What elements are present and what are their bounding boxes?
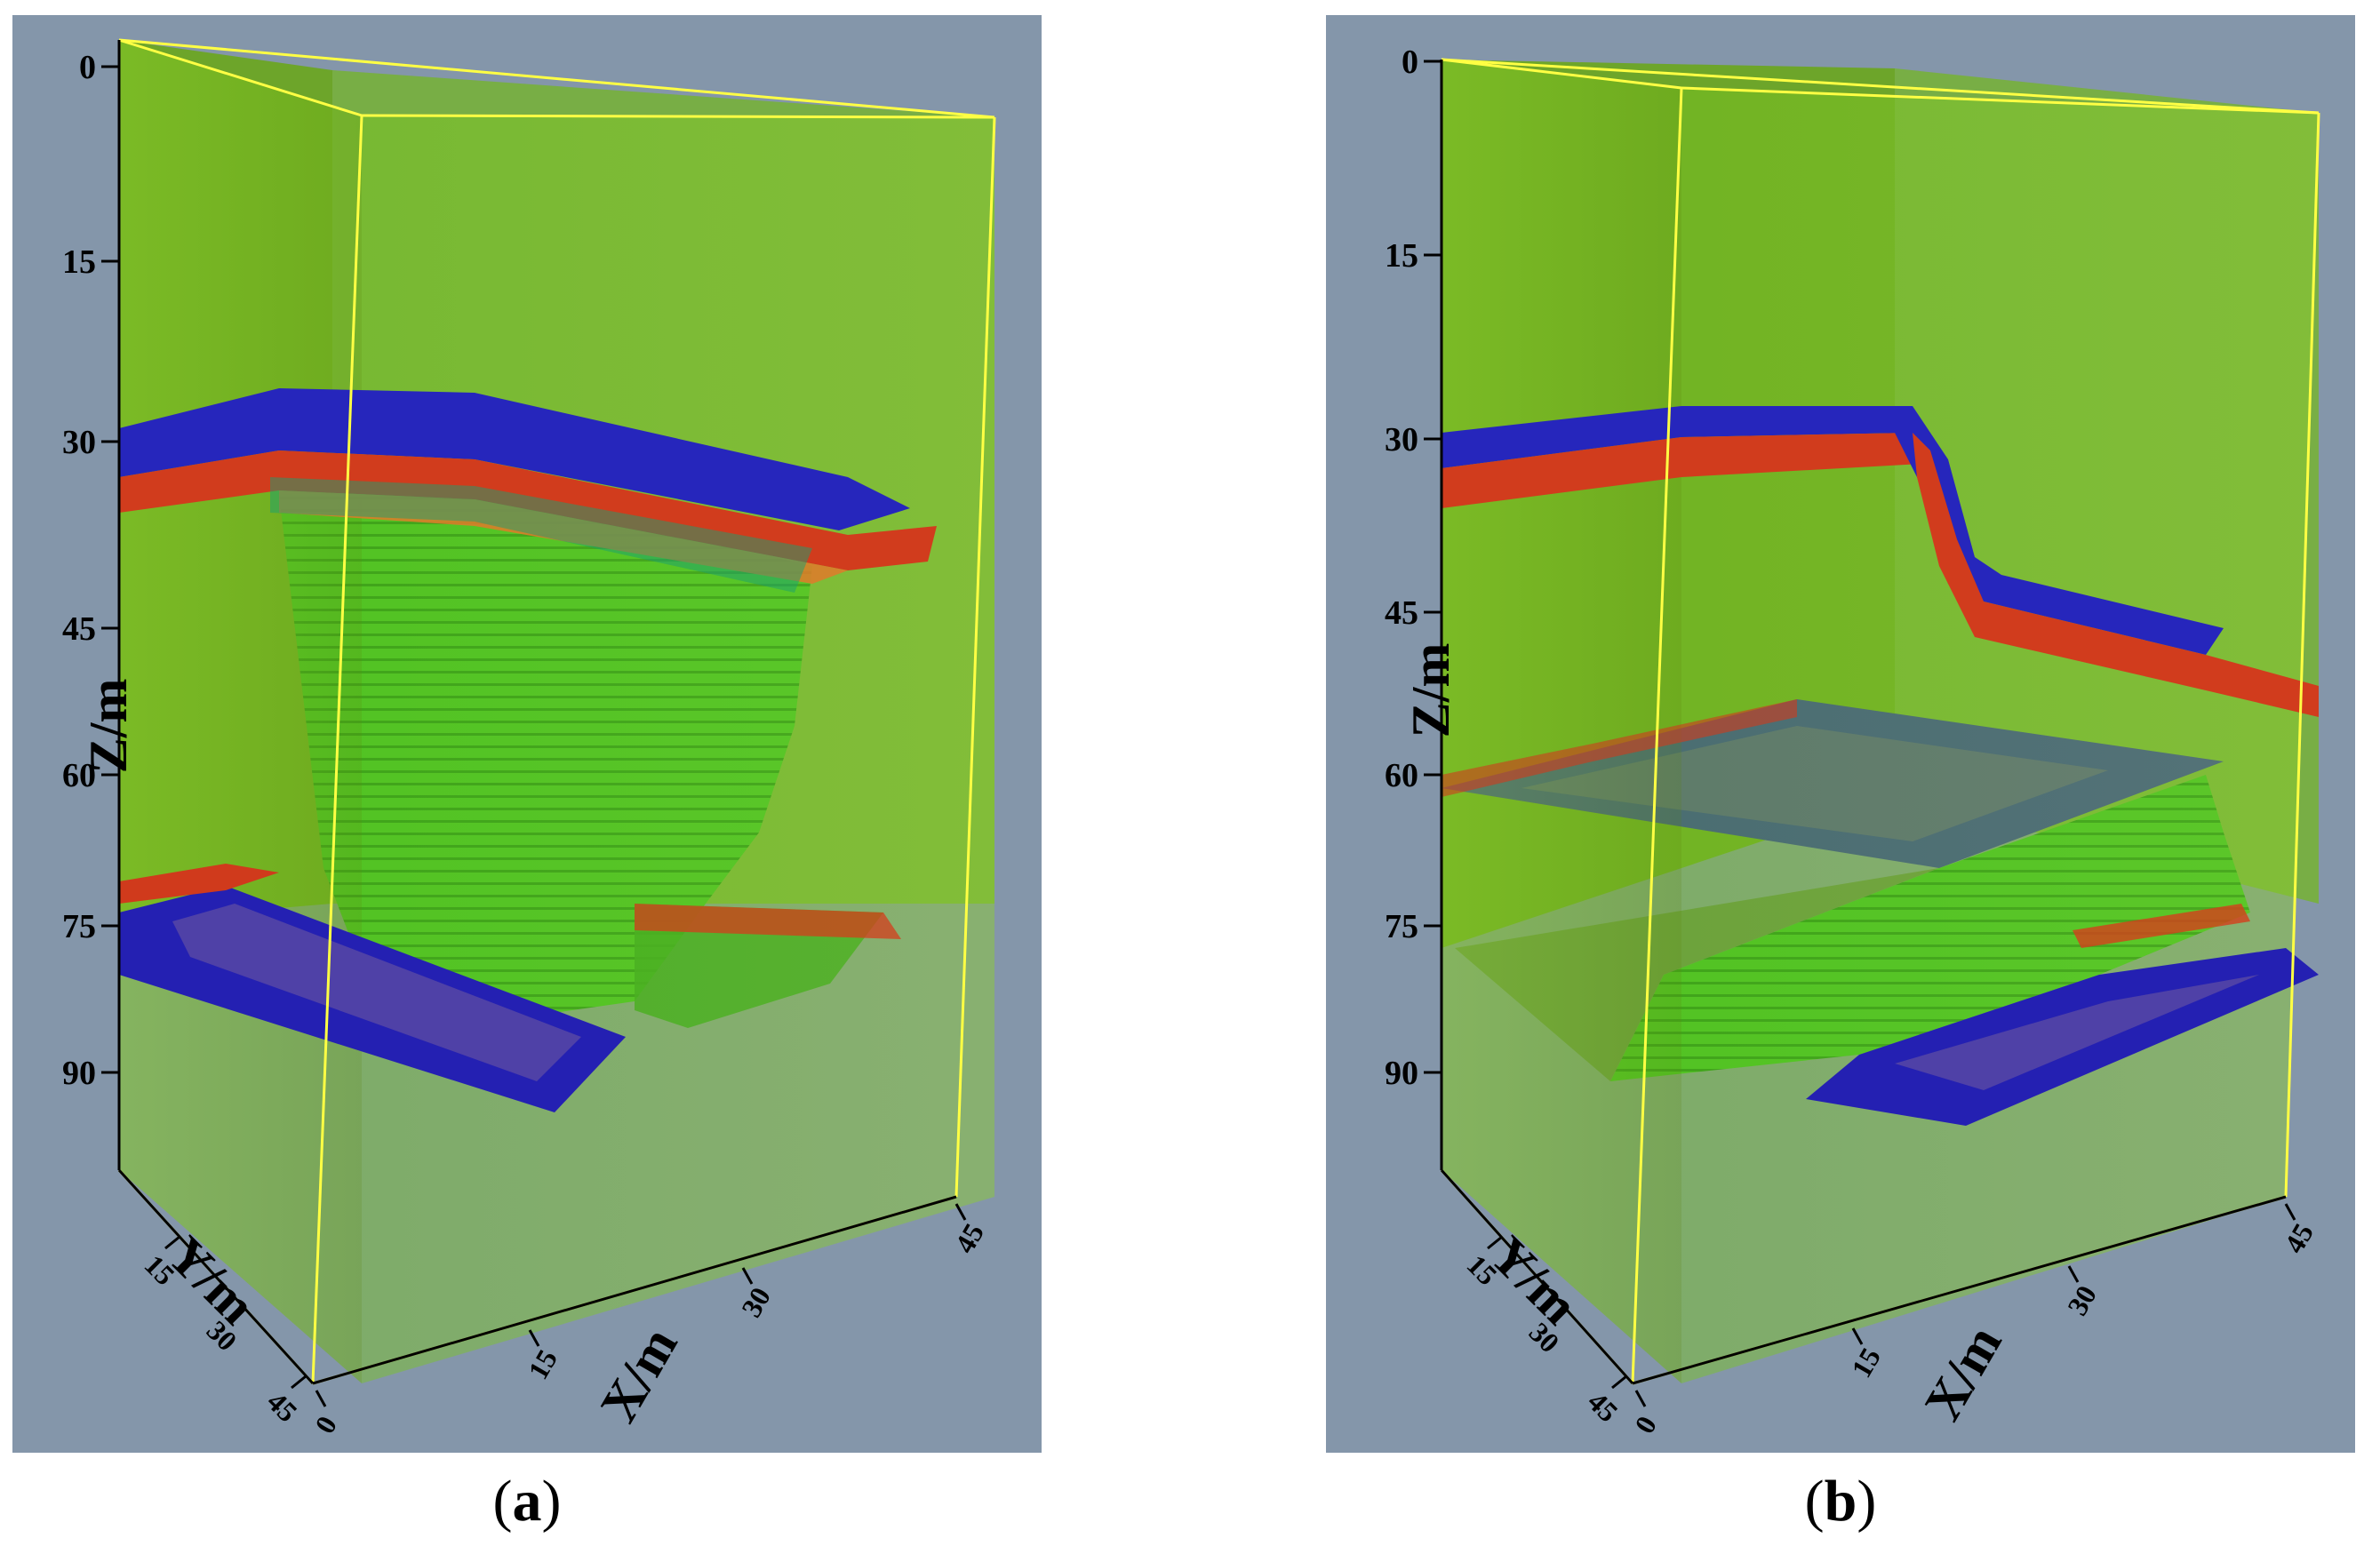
panel-a-front-face-left (119, 40, 362, 1383)
panel-a-3d-volume: 0 15 30 45 60 75 90 Z/m 15 30 45 Y/m 0 1… (62, 38, 996, 1439)
panel-a-x-axis-label: X/m (589, 1318, 689, 1431)
panel-a-x-tick-0: 0 (308, 1411, 343, 1439)
panel-a-x-tick-45: 45 (948, 1218, 990, 1259)
panel-b-reflector-upper-blue (1442, 406, 1913, 468)
panel-b-caption: (b) (1804, 1469, 1877, 1534)
panel-b-front-face-left (1442, 60, 1681, 1383)
panel-b: 0 15 30 45 60 75 90 Z/m 15 30 45 Y/m 0 1… (1326, 15, 2355, 1453)
panel-b-z-axis (1424, 60, 1443, 1170)
panel-b-x-tick-0: 0 (1628, 1411, 1663, 1439)
panel-a-reflector-upper-blue (119, 388, 910, 530)
panel-b-reflector-lower-purple (1895, 975, 2259, 1090)
panel-a-reflector-upper-teal (270, 477, 812, 593)
panel-a-reflector-lower-red (119, 864, 279, 904)
panel-a-reflector-lower-red-right (635, 904, 901, 939)
panel-b-z-tick-30: 30 (1385, 421, 1418, 458)
panel-a-z-tick-90: 90 (62, 1055, 96, 1092)
panel-b-x-tick-15: 15 (1845, 1343, 1887, 1383)
panel-a-reflector-lower-purple (172, 904, 581, 1081)
panel-a-caption: (a) (492, 1469, 562, 1534)
panel-b-x-tick-45: 45 (2278, 1218, 2320, 1259)
panel-a-z-tick-75: 75 (62, 908, 96, 945)
panel-a-z-tick-0: 0 (79, 49, 96, 86)
panel-b-z-tick-0: 0 (1402, 44, 1418, 81)
panel-a-x-tick-15: 15 (522, 1344, 563, 1385)
panel-a-x-axis (312, 1195, 967, 1407)
panel-a-z-tick-15: 15 (62, 243, 96, 281)
panel-b-front-face-right (1681, 88, 2319, 1383)
panel-b-reflector-step-red (1913, 433, 2319, 717)
panel-b-z-axis-label: Z/m (1402, 643, 1460, 738)
panel-a-z-tick-45: 45 (62, 610, 96, 648)
panel-b-x-tick-30: 30 (2061, 1280, 2103, 1321)
panel-a-z-tick-30: 30 (62, 424, 96, 461)
panel-b-x-axis (1632, 1195, 2296, 1407)
panel-a-y-axis (117, 1168, 315, 1390)
panel-b-z-tick-60: 60 (1385, 757, 1418, 794)
panel-b-y-tick-45: 45 (1582, 1385, 1625, 1428)
panel-b-z-tick-75: 75 (1385, 908, 1418, 945)
panel-b-z-tick-15: 15 (1385, 237, 1418, 275)
panel-a-z-tick-60: 60 (62, 757, 96, 794)
panel-a-y-tick-45: 45 (261, 1385, 304, 1428)
panel-b-z-tick-90: 90 (1385, 1055, 1418, 1092)
panel-b-y-axis (1440, 1168, 1634, 1390)
panel-a-z-axis (101, 40, 121, 1170)
panel-b-3d-volume: 0 15 30 45 60 75 90 Z/m 15 30 45 Y/m 0 1… (1385, 44, 2320, 1439)
panel-b-z-tick-45: 45 (1385, 594, 1418, 632)
panel-a-front-face-right (362, 116, 994, 1383)
panel-b-reflector-left-red (1442, 699, 1797, 797)
panel-b-x-axis-label: X/m (1913, 1316, 2013, 1430)
panel-b-reflector-upper-red (1442, 433, 1921, 508)
panel-a-z-axis-label: Z/m (79, 679, 138, 774)
panel-b-reflector-lower-red (2073, 904, 2250, 948)
panel-a: 0 15 30 45 60 75 90 Z/m 15 30 45 Y/m 0 1… (12, 15, 1042, 1453)
panel-a-x-tick-30: 30 (735, 1282, 777, 1323)
